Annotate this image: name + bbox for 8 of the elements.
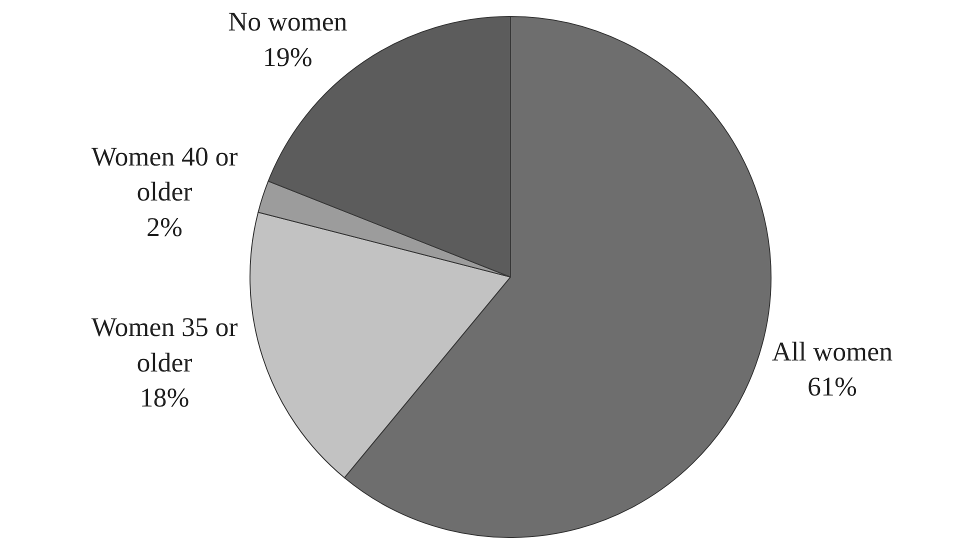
data-label: 18% <box>140 382 190 412</box>
data-label: 19% <box>262 42 312 72</box>
data-label: 61% <box>808 372 857 402</box>
slice-label: Women 35 or older <box>91 312 238 378</box>
data-label: 2% <box>146 212 183 242</box>
slice-label: All women <box>772 336 894 366</box>
slice-label: No women <box>228 6 348 37</box>
slice-label: Women 40 or older <box>91 142 238 207</box>
